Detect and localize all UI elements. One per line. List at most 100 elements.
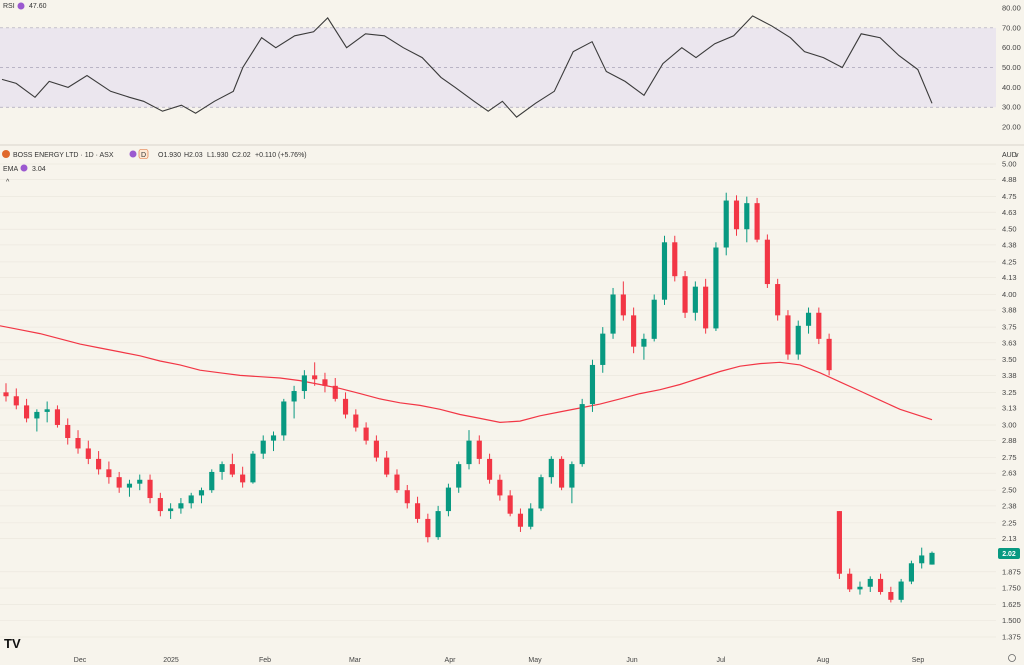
candle-body <box>867 578 873 587</box>
candle-body <box>651 299 657 339</box>
candle-body <box>877 578 884 592</box>
price-scale: 5.00 4.88 4.75 4.63 4.50 4.38 4.25 4.13 4.00 3.88… <box>1002 160 1021 642</box>
price-scale-label: 2.25 <box>1002 518 1017 527</box>
candle-body <box>456 464 462 488</box>
chevron-down-icon[interactable]: v <box>1015 152 1019 159</box>
candle-body <box>168 508 174 512</box>
rsi-scale-label: 70.00 <box>1002 23 1021 32</box>
price-gridlines <box>0 163 996 638</box>
rsi-value: 47.60 <box>29 3 47 10</box>
candle-body <box>713 247 719 329</box>
settings-gear-icon[interactable] <box>1008 654 1016 662</box>
candle-body <box>85 448 91 459</box>
time-axis[interactable]: Dec 2025 Feb Mar Apr May Jun Jul Aug Sep <box>74 657 925 664</box>
candle-body <box>641 338 647 347</box>
candlesticks <box>3 192 935 603</box>
rsi-price-scale: 80.00 70.00 60.00 50.00 40.00 30.00 20.00 <box>1002 3 1021 131</box>
candle-body <box>363 427 369 441</box>
price-scale-label: 2.13 <box>1002 534 1017 543</box>
price-scale-label: 2.50 <box>1002 486 1017 495</box>
candle-body <box>198 490 205 496</box>
time-axis-label: Dec <box>74 657 87 664</box>
candle-body <box>425 518 431 538</box>
price-scale-label: 3.75 <box>1002 323 1017 332</box>
candle-body <box>414 503 421 519</box>
candle-body <box>816 312 822 339</box>
candle-body <box>116 477 122 488</box>
time-axis-label: Feb <box>259 657 271 664</box>
candle-body <box>857 586 863 590</box>
candle-body <box>281 401 287 436</box>
candle-body <box>229 464 235 475</box>
candle-body <box>723 200 729 248</box>
currency-label[interactable]: AUD <box>1002 152 1017 159</box>
price-scale-label: 2.88 <box>1002 436 1017 445</box>
candle-body <box>528 508 534 527</box>
candle-body <box>270 435 277 441</box>
rsi-scale-label: 80.00 <box>1002 3 1021 12</box>
tradingview-logo[interactable]: TV <box>4 636 21 651</box>
price-scale-label: 3.63 <box>1002 338 1017 347</box>
candle-body <box>919 555 925 564</box>
candle-body <box>301 375 307 392</box>
candle-body <box>785 315 791 355</box>
visibility-icon[interactable] <box>129 150 137 158</box>
candle-body <box>209 471 215 491</box>
candle-body <box>733 200 740 230</box>
rsi-scale-label: 30.00 <box>1002 103 1021 112</box>
candle-body <box>929 552 935 565</box>
candle-body <box>661 242 668 300</box>
candle-body <box>517 513 524 527</box>
time-axis-label: 2025 <box>163 657 179 664</box>
rsi-scale-label: 20.00 <box>1002 123 1021 132</box>
price-scale-label: 5.00 <box>1002 160 1017 169</box>
price-scale-label: 1.750 <box>1002 584 1021 593</box>
candle-body <box>795 325 801 355</box>
candle-body <box>250 453 256 483</box>
candle-body <box>703 286 709 329</box>
candle-body <box>476 440 482 459</box>
price-scale-label: 4.00 <box>1002 290 1017 299</box>
candle-body <box>805 312 812 326</box>
price-scale-label: 4.13 <box>1002 273 1017 282</box>
ohlc-low: L1.930 <box>207 152 229 159</box>
candle-body <box>291 391 297 402</box>
rsi-settings-icon[interactable] <box>17 2 25 10</box>
candle-body <box>188 495 194 504</box>
price-scale-label: 4.63 <box>1002 208 1017 217</box>
interval-badge[interactable] <box>138 149 149 159</box>
time-axis-label: Aug <box>817 657 830 664</box>
candle-body <box>487 458 493 480</box>
price-scale-label: 4.50 <box>1002 225 1017 234</box>
candle-body <box>322 379 328 386</box>
price-scale-label: 1.500 <box>1002 616 1021 625</box>
candle-body <box>394 474 400 491</box>
time-axis-label: May <box>528 657 542 664</box>
candle-body <box>384 457 390 475</box>
candle-body <box>126 483 133 488</box>
ema-label: EMA <box>3 166 19 173</box>
time-axis-label: Sep <box>912 657 925 664</box>
candle-body <box>600 333 606 365</box>
candle-body <box>610 294 616 334</box>
price-panel: BOSS ENERGY LTD · 1D · ASX D O1.930 H2.0… <box>0 149 1021 642</box>
candle-body <box>96 458 102 470</box>
collapse-chevron-icon[interactable]: ^ <box>6 179 10 186</box>
rsi-scale-label: 40.00 <box>1002 83 1021 92</box>
price-scale-label: 2.63 <box>1002 469 1017 478</box>
candle-body <box>353 414 359 428</box>
candle-body <box>137 479 143 484</box>
candle-body <box>579 404 585 465</box>
candle-body <box>826 338 832 371</box>
ohlc-open: O1.930 <box>158 152 181 159</box>
ema-settings-icon[interactable] <box>20 164 28 172</box>
time-axis-label: Jul <box>717 657 726 664</box>
ohlc-close: C2.02 <box>232 152 251 159</box>
candle-body <box>332 385 338 399</box>
boss-energy-logo-icon <box>2 150 10 158</box>
candle-body <box>75 438 81 449</box>
symbol-title[interactable]: BOSS ENERGY LTD · 1D · ASX <box>13 152 114 159</box>
price-scale-label: 1.875 <box>1002 567 1021 576</box>
time-axis-label: Apr <box>445 657 457 664</box>
candle-body <box>54 409 61 425</box>
